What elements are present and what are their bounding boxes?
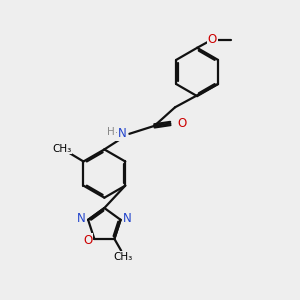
Text: H: H (112, 129, 120, 139)
Text: N: N (77, 212, 86, 225)
Text: O: O (208, 33, 217, 46)
Text: O: O (178, 117, 187, 130)
Text: O: O (83, 234, 92, 247)
Text: CH₃: CH₃ (52, 143, 72, 154)
Text: N: N (123, 212, 131, 225)
Text: N: N (116, 127, 124, 140)
Text: CH₃: CH₃ (113, 252, 132, 262)
Text: H: H (107, 127, 115, 137)
Text: N: N (118, 127, 126, 140)
